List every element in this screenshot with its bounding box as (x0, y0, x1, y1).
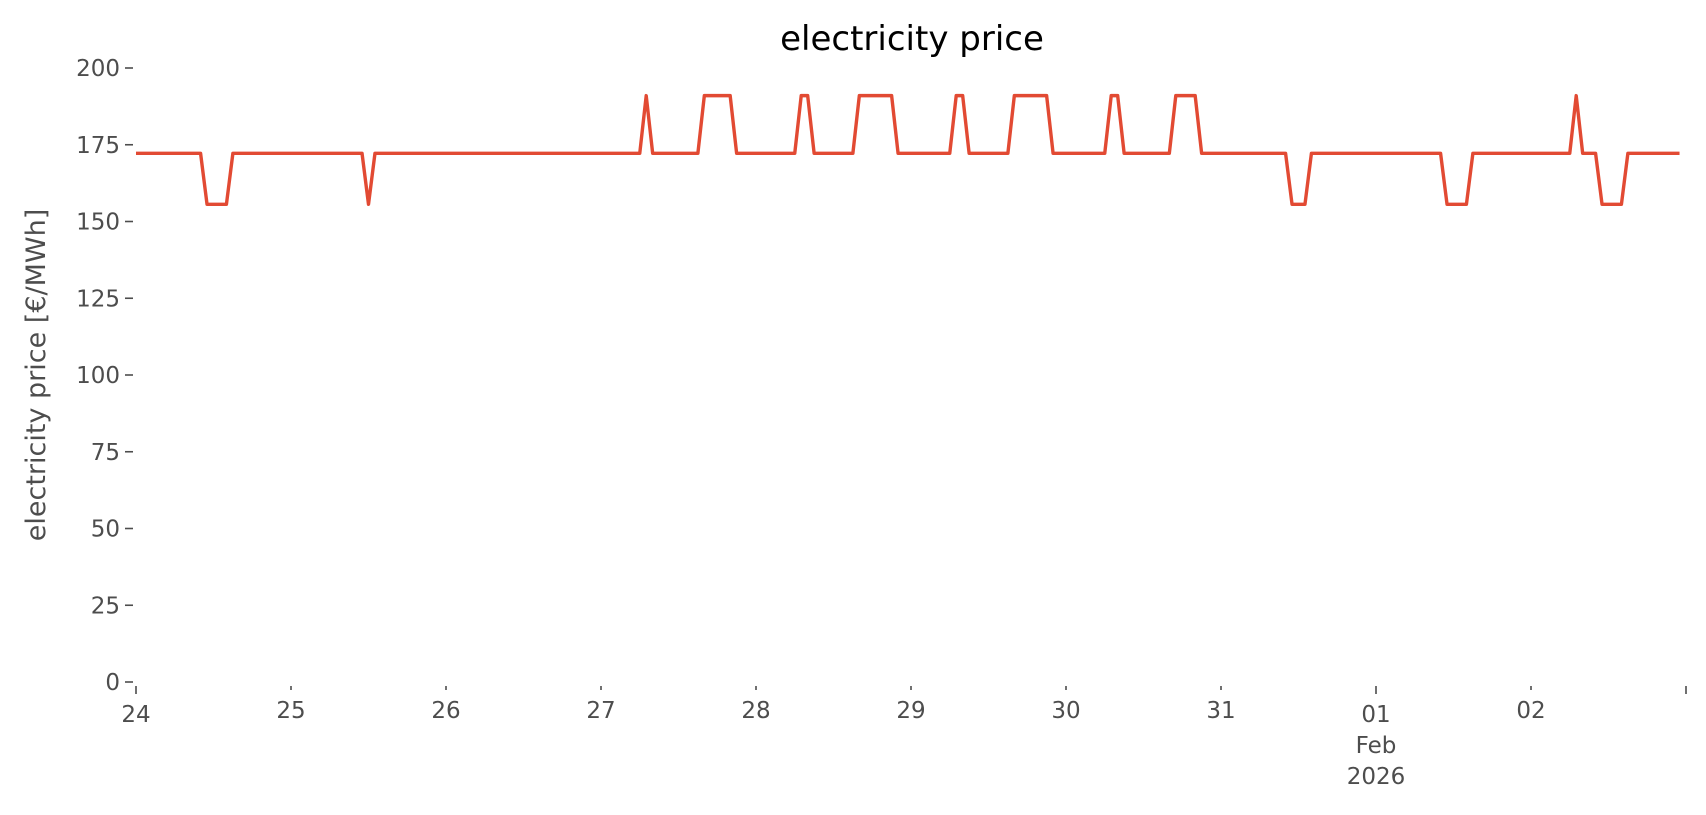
x-tick-label: 27 (586, 698, 615, 724)
x-tick-label: 25 (276, 698, 305, 724)
chart-title: electricity price (780, 19, 1044, 59)
x-tick-label: 02 (1516, 698, 1545, 724)
y-tick-label: 75 (91, 440, 120, 466)
x-axis: 24 25 26 27 28 29 30 31 01 Feb 2026 02 (121, 686, 1687, 790)
x-tick-label: 01 (1361, 702, 1390, 728)
x-tick-label: 2026 (1347, 764, 1406, 790)
x-tick-label: Feb (1356, 733, 1397, 759)
y-axis-label: electricity price [€/MWh] (21, 209, 52, 541)
y-tick-label: 0 (105, 670, 120, 696)
x-tick-label: 29 (896, 698, 925, 724)
x-tick-label: 24 (121, 702, 150, 728)
plot-area (136, 93, 1680, 207)
y-tick-label: 200 (76, 56, 120, 82)
x-tick-label: 28 (741, 698, 770, 724)
y-tick-label: 150 (76, 210, 120, 236)
y-tick-label: 50 (91, 517, 120, 543)
y-axis: 0 25 50 75 100 125 150 175 200 (76, 56, 133, 696)
y-tick-label: 25 (91, 593, 120, 619)
price-series-line (136, 93, 1680, 207)
x-tick-label: 30 (1051, 698, 1080, 724)
y-tick-label: 175 (76, 133, 120, 159)
y-tick-label: 125 (76, 286, 120, 312)
x-tick-label: 26 (431, 698, 460, 724)
y-tick-label: 100 (76, 363, 120, 389)
x-tick-label: 31 (1206, 698, 1235, 724)
